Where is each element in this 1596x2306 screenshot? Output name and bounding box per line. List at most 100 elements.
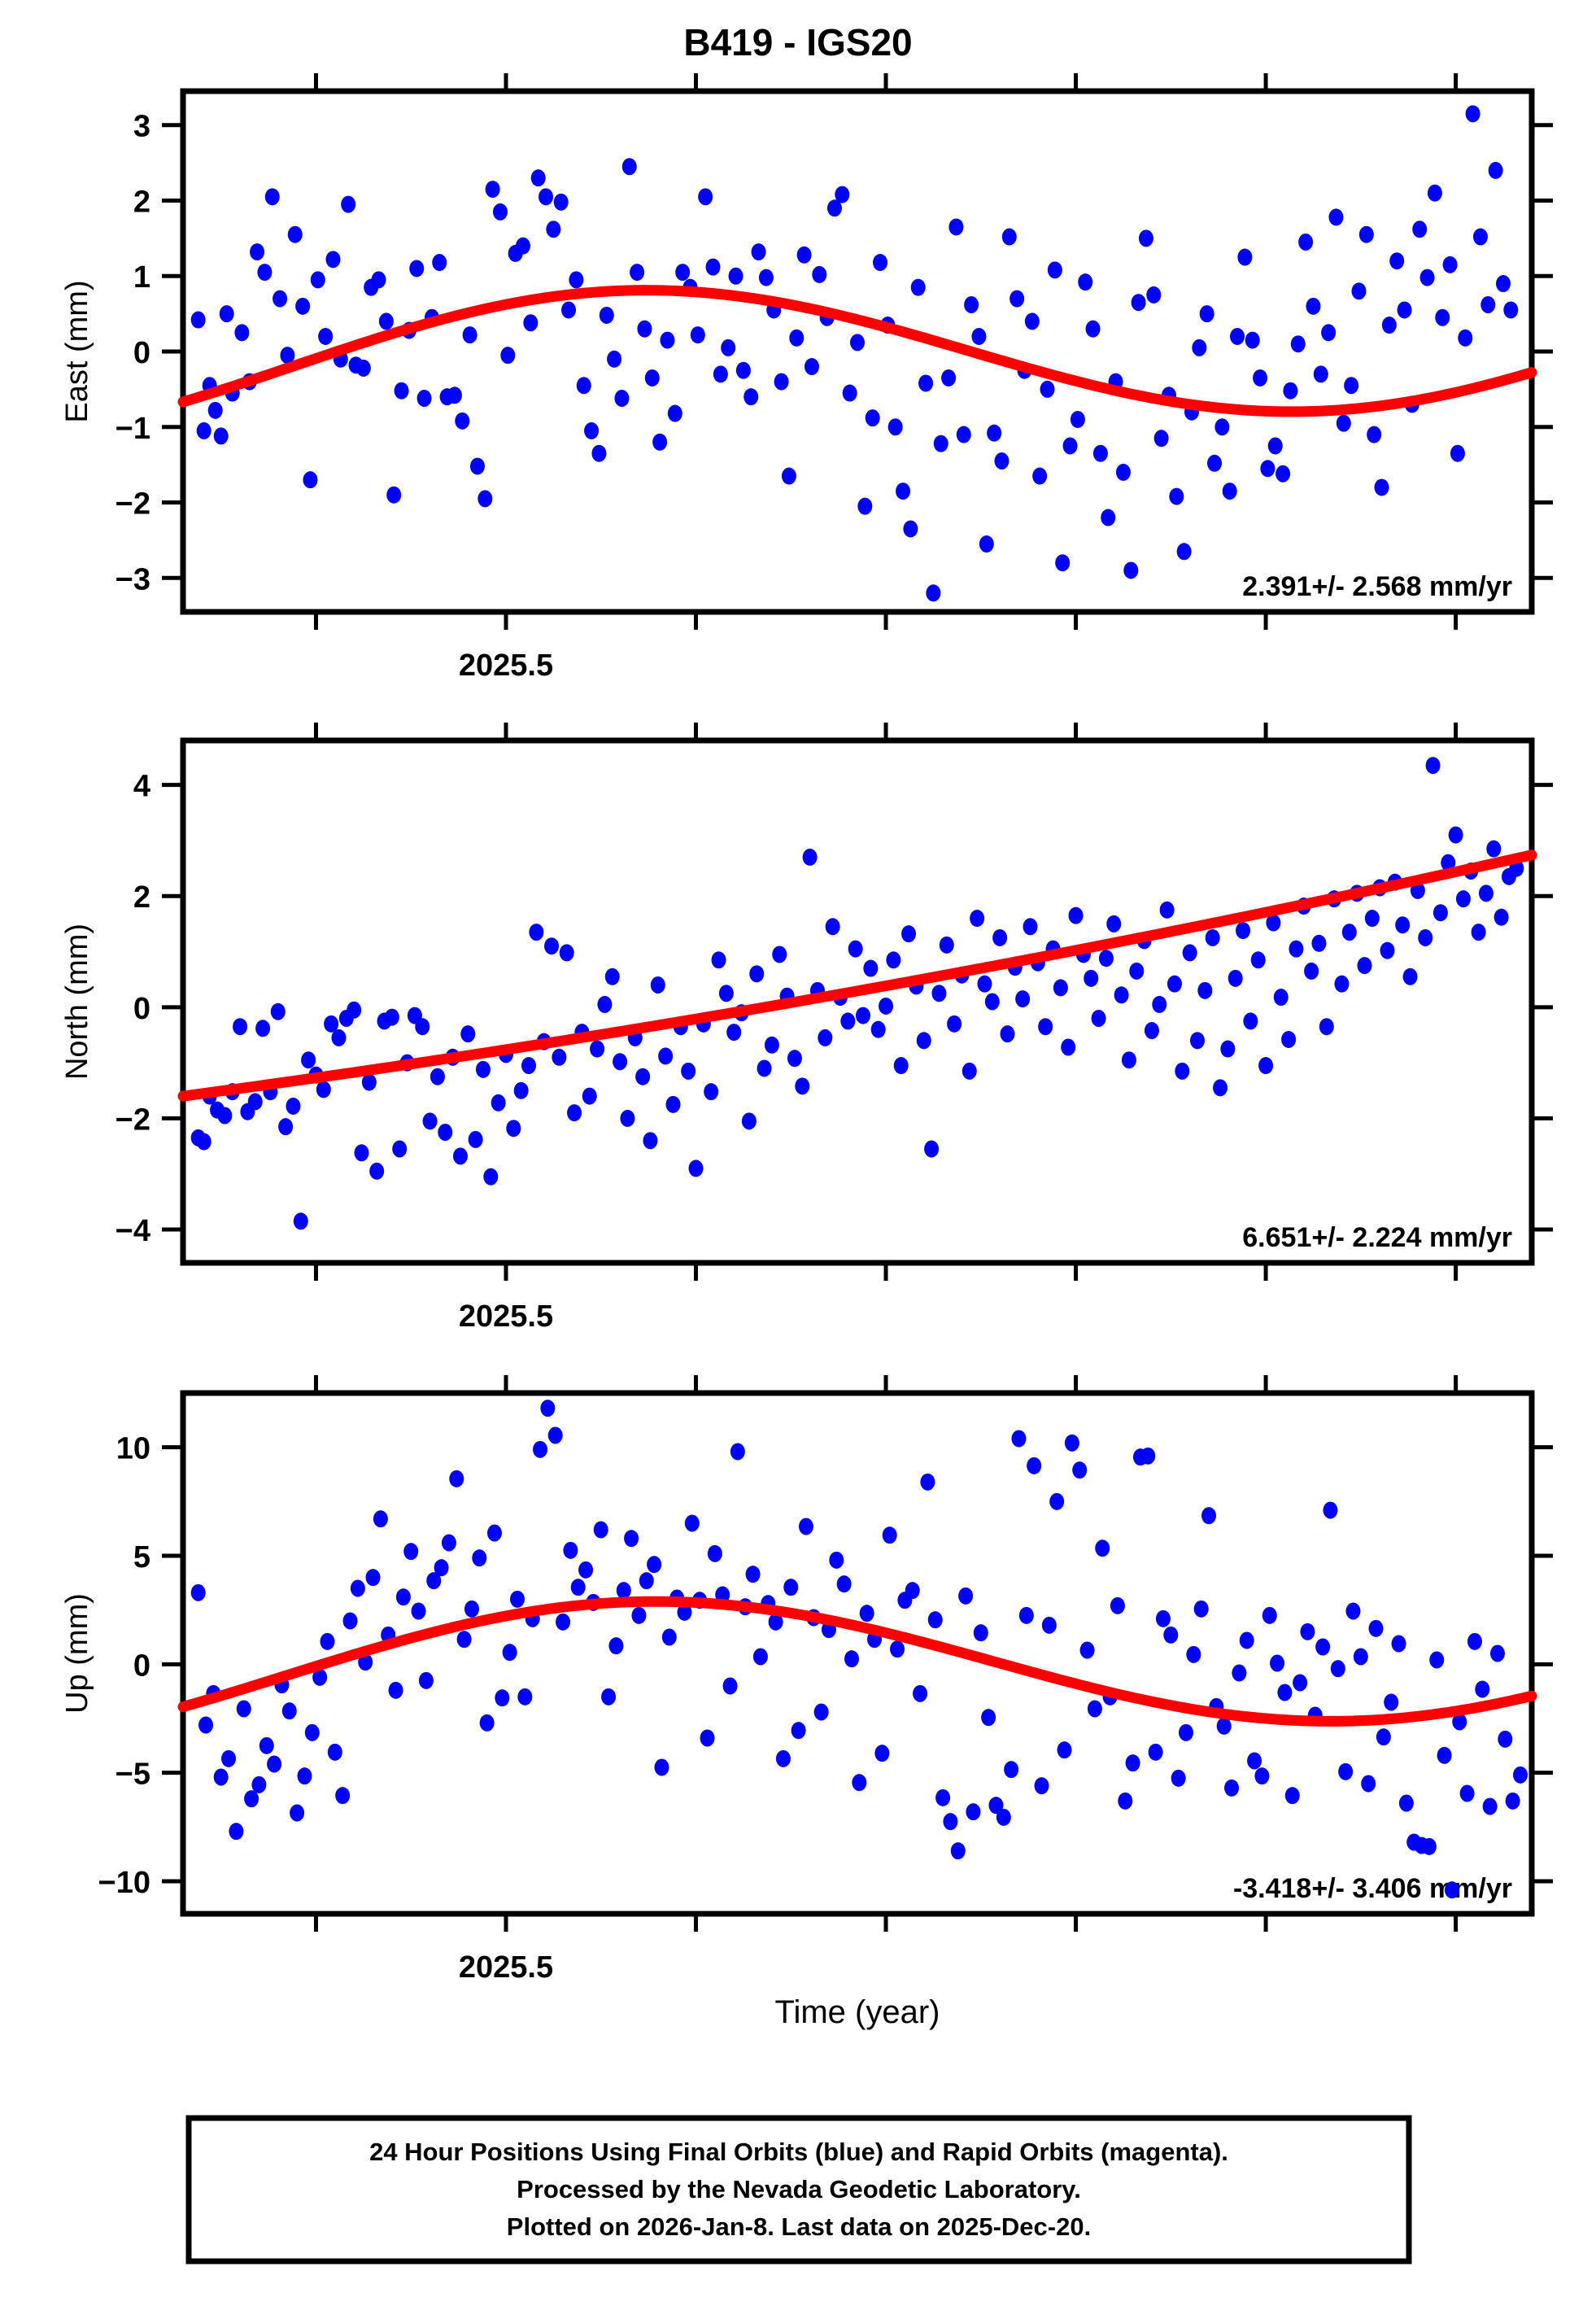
rate-annotation: 2.391+/- 2.568 mm/yr — [1242, 571, 1512, 602]
data-point — [190, 1583, 206, 1601]
data-point — [882, 1526, 897, 1544]
data-point — [621, 158, 637, 176]
data-point — [452, 1147, 468, 1165]
data-point — [1444, 1881, 1459, 1899]
data-point — [290, 1804, 305, 1822]
data-point — [1402, 967, 1418, 985]
data-point — [335, 1787, 351, 1805]
data-point — [1118, 1792, 1133, 1810]
rate-annotation: 6.651+/- 2.224 mm/yr — [1242, 1222, 1512, 1253]
data-point — [530, 169, 546, 187]
data-point — [992, 928, 1008, 946]
data-point — [1176, 543, 1192, 561]
data-point — [1253, 369, 1268, 387]
data-point — [1230, 327, 1245, 345]
panel-east: 3 2 1 0 −1 −2 −3 2025.5 East (mm) 2.391+/- 2.568 … — [60, 73, 1553, 683]
y-tick-label: −2 — [116, 487, 150, 522]
data-point — [751, 243, 766, 261]
data-point — [624, 1530, 639, 1548]
y-tick-label: −4 — [116, 1214, 150, 1248]
data-point — [1213, 1079, 1228, 1097]
data-point — [1465, 105, 1480, 123]
data-point — [251, 1775, 267, 1793]
data-point — [791, 1722, 806, 1740]
y-tick-label: 3 — [133, 110, 150, 144]
data-point — [745, 1566, 761, 1583]
data-point — [1441, 854, 1456, 871]
data-point — [796, 246, 812, 264]
data-point — [1336, 414, 1351, 432]
data-point — [485, 181, 500, 199]
data-point — [973, 1624, 988, 1642]
data-point — [1032, 467, 1048, 485]
data-point — [781, 467, 796, 485]
data-point — [1432, 904, 1448, 922]
data-point — [1070, 410, 1085, 428]
data-point — [848, 940, 863, 958]
data-point — [964, 295, 979, 313]
data-point — [468, 1130, 483, 1148]
data-point — [927, 1611, 943, 1629]
data-point — [247, 1093, 263, 1111]
data-point — [905, 1582, 920, 1600]
data-point — [1306, 297, 1321, 315]
data-point — [1293, 1674, 1308, 1692]
data-point — [935, 1788, 951, 1806]
data-point — [1250, 951, 1266, 969]
data-point — [244, 1790, 259, 1808]
data-point — [728, 267, 743, 285]
data-point — [601, 1688, 617, 1705]
data-point — [1323, 1501, 1338, 1519]
data-point — [1095, 1540, 1110, 1557]
data-point — [711, 951, 726, 969]
data-point — [774, 373, 789, 391]
data-point — [1338, 1762, 1354, 1780]
data-point — [910, 278, 926, 296]
data-point — [813, 1703, 829, 1721]
data-point — [916, 1032, 931, 1050]
data-point — [722, 1677, 738, 1695]
x-tick-label: 2025.5 — [459, 1950, 553, 1985]
data-point — [1178, 1723, 1193, 1741]
data-point — [556, 1613, 571, 1631]
data-point — [462, 326, 477, 344]
data-point — [1197, 981, 1213, 999]
data-point — [1224, 1779, 1240, 1797]
data-point — [798, 1518, 813, 1535]
data-point — [1214, 418, 1230, 436]
data-point — [1498, 1730, 1513, 1748]
data-point — [1061, 1038, 1076, 1056]
data-point — [1341, 924, 1357, 941]
data-point — [373, 1510, 388, 1528]
data-point — [441, 1534, 456, 1552]
data-point — [943, 1813, 958, 1831]
data-point — [301, 1051, 316, 1069]
data-point — [677, 1603, 692, 1621]
data-point — [517, 1688, 533, 1705]
data-point — [981, 1709, 996, 1727]
data-point — [984, 993, 1000, 1011]
data-point — [273, 290, 288, 308]
data-point — [818, 1029, 833, 1046]
plot-frame — [180, 737, 1535, 1266]
data-point — [1384, 1693, 1399, 1711]
data-point — [483, 1168, 499, 1186]
data-point — [933, 435, 948, 452]
data-point — [416, 390, 432, 408]
data-point — [630, 264, 645, 282]
data-point — [1262, 1606, 1277, 1624]
data-point — [994, 452, 1009, 469]
y-tick-label: 2 — [133, 880, 150, 915]
data-point — [631, 1606, 647, 1624]
data-point — [198, 1716, 214, 1734]
data-point — [1459, 1784, 1475, 1802]
data-point — [1367, 426, 1382, 443]
data-point — [1277, 1684, 1293, 1701]
data-point — [890, 1640, 905, 1658]
data-point — [384, 1008, 399, 1026]
data-point — [1038, 1018, 1053, 1036]
data-point — [707, 1544, 722, 1562]
data-point — [1290, 335, 1306, 353]
